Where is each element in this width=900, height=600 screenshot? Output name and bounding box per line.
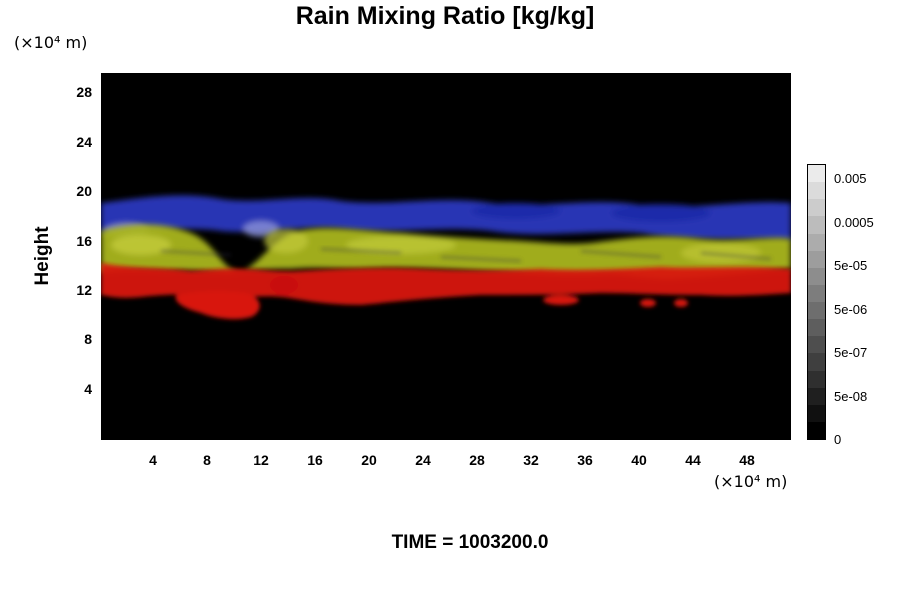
colorbar-step bbox=[808, 199, 825, 217]
x-tick-label: 12 bbox=[253, 452, 269, 468]
colorbar-step bbox=[808, 267, 825, 285]
colorbar-step bbox=[808, 250, 825, 268]
colorbar-step bbox=[808, 336, 825, 354]
chart-title: Rain Mixing Ratio [kg/kg] bbox=[295, 2, 595, 30]
colorbar-step bbox=[808, 319, 825, 337]
y-tick-label: 4 bbox=[84, 381, 92, 397]
colorbar-label: 5e-08 bbox=[834, 389, 868, 404]
y-tick-label: 24 bbox=[76, 134, 92, 150]
colorbar-step bbox=[808, 233, 825, 251]
plot-area bbox=[101, 73, 791, 440]
x-tick-label: 20 bbox=[361, 452, 377, 468]
colorbar-step bbox=[808, 216, 825, 234]
y-tick-label: 12 bbox=[76, 282, 92, 298]
yellow-band bbox=[101, 224, 791, 279]
blue-band bbox=[101, 195, 791, 241]
x-tick-label: 36 bbox=[577, 452, 593, 468]
time-footer: TIME = 1003200.0 bbox=[391, 532, 549, 553]
y-tick-label: 20 bbox=[76, 183, 92, 199]
texture-streaks bbox=[160, 247, 772, 263]
x-tick-label: 24 bbox=[415, 452, 431, 468]
x-tick-label: 48 bbox=[739, 452, 755, 468]
x-axis-unit: (×10⁴ m) bbox=[714, 472, 788, 491]
colorbar-step bbox=[808, 387, 825, 405]
colorbar-label: 5e-07 bbox=[834, 345, 868, 360]
colorbar-step bbox=[808, 404, 825, 422]
x-tick-label: 4 bbox=[149, 452, 157, 468]
y-axis-unit: (×10⁴ m) bbox=[14, 33, 88, 52]
colorbar-step bbox=[808, 421, 825, 439]
x-tick-label: 40 bbox=[631, 452, 647, 468]
colorbar-step bbox=[808, 370, 825, 388]
colorbar-step bbox=[808, 353, 825, 371]
colorbar-label: 5e-05 bbox=[834, 258, 868, 273]
colorbar bbox=[807, 164, 826, 440]
colorbar-label: 0 bbox=[834, 432, 842, 447]
colorbar-step bbox=[808, 302, 825, 320]
y-tick-label: 16 bbox=[76, 233, 92, 249]
y-tick-label: 8 bbox=[84, 331, 92, 347]
colorbar-label: 5e-06 bbox=[834, 302, 868, 317]
x-tick-label: 28 bbox=[469, 452, 485, 468]
colorbar-step bbox=[808, 182, 825, 200]
x-tick-label: 32 bbox=[523, 452, 539, 468]
heatmap-field bbox=[101, 73, 791, 440]
red-band bbox=[101, 263, 791, 320]
colorbar-step bbox=[808, 284, 825, 302]
colorbar-step bbox=[808, 165, 825, 183]
y-axis-label: Height bbox=[32, 226, 53, 286]
x-tick-label: 44 bbox=[685, 452, 701, 468]
y-tick-label: 28 bbox=[76, 84, 92, 100]
colorbar-label: 0.005 bbox=[834, 171, 867, 186]
colorbar-label: 0.0005 bbox=[834, 215, 874, 230]
x-tick-label: 16 bbox=[307, 452, 323, 468]
x-tick-label: 8 bbox=[203, 452, 211, 468]
